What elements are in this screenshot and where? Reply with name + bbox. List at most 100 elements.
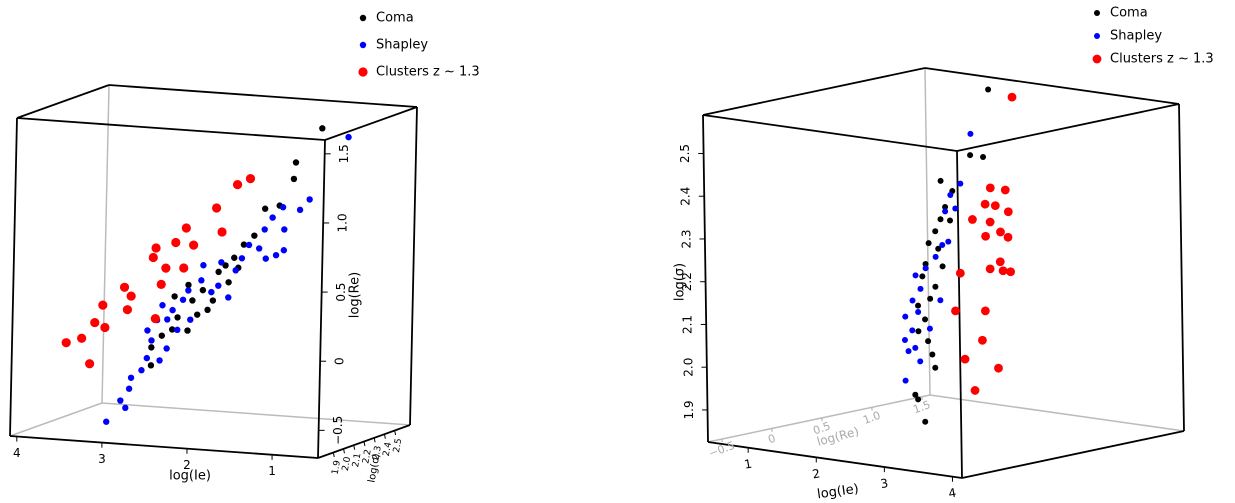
data-point <box>148 337 155 344</box>
ylabel: log(Re) <box>348 272 363 318</box>
x-tick-label: 3 <box>879 476 889 491</box>
legend-label: Coma <box>376 11 414 26</box>
data-point <box>171 293 178 300</box>
x-tick-label: 2 <box>811 466 821 481</box>
data-point <box>148 344 155 351</box>
z-tick-label: 2.5 <box>392 438 404 454</box>
data-point <box>150 313 160 324</box>
legend-marker <box>1094 10 1100 16</box>
data-point <box>168 326 176 333</box>
data-point <box>319 125 326 132</box>
data-point <box>915 396 922 403</box>
data-point <box>269 214 276 221</box>
box-edge <box>16 117 326 141</box>
legend-marker <box>359 41 367 49</box>
box-edge <box>956 150 963 479</box>
data-point <box>912 391 919 398</box>
box-edge <box>317 139 326 459</box>
data-point <box>126 291 136 301</box>
x-tick-label: 1 <box>268 464 276 478</box>
data-point <box>1006 267 1015 277</box>
data-point <box>122 404 129 412</box>
data-point <box>998 266 1008 276</box>
z-tick-label: 2.4 <box>382 441 394 457</box>
y-tick-label: 0 <box>333 357 347 365</box>
legend-label: Clusters z ∼ 1.3 <box>376 65 480 80</box>
data-point <box>925 240 932 247</box>
data-point <box>985 183 995 193</box>
data-point <box>184 327 191 334</box>
y-tick-label: 2.1 <box>681 315 695 334</box>
z-tick-label: 2.1 <box>351 452 363 468</box>
box-edge <box>108 84 418 108</box>
z-tick-label: 1.9 <box>331 459 343 475</box>
data-point <box>218 259 225 266</box>
data-point <box>231 254 238 261</box>
data-point <box>996 227 1005 237</box>
data-point <box>952 205 959 212</box>
data-point <box>194 311 201 318</box>
data-point <box>171 237 181 248</box>
data-point <box>209 297 217 304</box>
hidden-box-edge <box>9 402 103 437</box>
z-tick-label: 2.0 <box>341 456 353 472</box>
data-point <box>240 241 248 248</box>
data-point <box>902 313 909 320</box>
data-point <box>935 245 942 252</box>
z-tick <box>343 448 345 454</box>
box-edge <box>702 114 709 443</box>
legend-label: Coma <box>1110 6 1148 21</box>
data-point <box>912 272 919 279</box>
data-point <box>939 242 946 249</box>
zlabel: log(σ) <box>367 453 383 484</box>
y-tick-label: 2.2 <box>680 272 694 291</box>
data-point <box>147 362 155 369</box>
data-point <box>951 306 960 316</box>
data-point <box>117 397 124 404</box>
data-point <box>932 364 939 371</box>
data-point <box>926 325 933 332</box>
data-point <box>232 179 243 190</box>
data-point <box>909 297 916 304</box>
z-tick <box>383 434 386 439</box>
data-point <box>156 279 166 289</box>
data-point <box>919 273 926 280</box>
data-point <box>185 287 192 294</box>
y-tick-label: 1.9 <box>682 400 696 419</box>
x-tick-label: 1 <box>743 457 753 472</box>
data-point <box>199 286 207 294</box>
data-point <box>947 217 954 224</box>
data-point <box>158 332 166 339</box>
data-point <box>980 306 990 316</box>
data-point <box>306 196 313 203</box>
data-point <box>151 243 161 253</box>
data-point <box>251 232 258 239</box>
legend-label: Shapley <box>1110 29 1162 44</box>
z-tick <box>373 437 376 443</box>
data-point <box>159 302 166 309</box>
data-point <box>85 359 95 369</box>
data-point <box>179 263 189 273</box>
box-edge <box>707 441 963 479</box>
data-point <box>947 191 954 198</box>
hidden-box-edge <box>101 402 411 426</box>
z-tick-label: 1.5 <box>911 398 932 416</box>
data-point <box>937 216 944 223</box>
z-tick-label: 1.0 <box>861 409 882 427</box>
data-point <box>939 263 946 270</box>
data-point <box>100 322 110 333</box>
box-edge <box>9 117 18 437</box>
data-point <box>189 240 199 250</box>
data-point <box>232 267 239 274</box>
z-tick-label: 0.5 <box>811 419 832 437</box>
data-point <box>189 297 196 304</box>
data-point <box>174 326 181 334</box>
data-point <box>922 260 929 267</box>
data-point <box>215 282 222 289</box>
data-point <box>927 295 934 302</box>
data-point <box>909 327 916 334</box>
y-tick-label: 1.0 <box>336 213 350 232</box>
data-point <box>915 302 922 309</box>
data-point <box>163 345 170 352</box>
data-point <box>281 226 288 233</box>
